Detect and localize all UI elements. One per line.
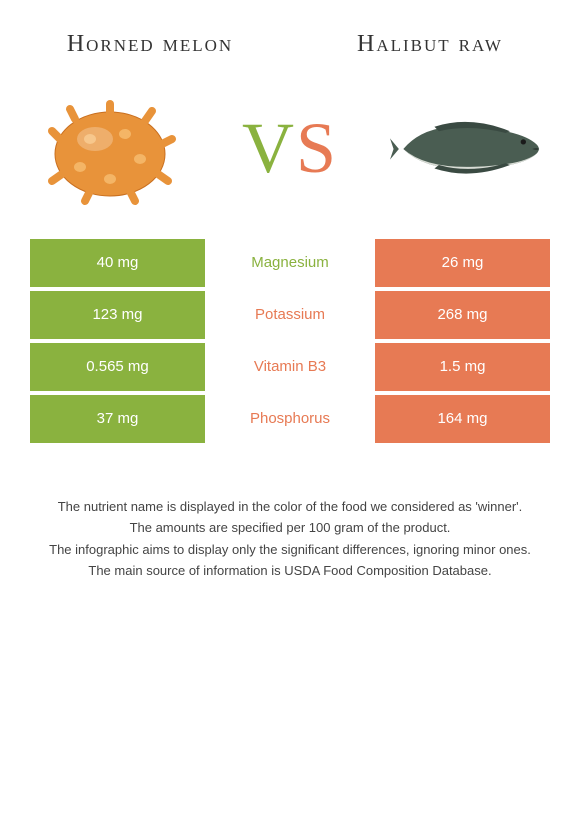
value-left: 37 mg bbox=[30, 395, 205, 443]
nutrient-label: Phosphorus bbox=[205, 395, 375, 443]
table-row: 123 mgPotassium268 mg bbox=[30, 291, 550, 339]
vs-s: S bbox=[296, 108, 338, 188]
title-left: Horned melon bbox=[60, 30, 240, 59]
footnotes: The nutrient name is displayed in the co… bbox=[0, 447, 580, 581]
value-right: 26 mg bbox=[375, 239, 550, 287]
header: Horned melon Halibut raw bbox=[0, 0, 580, 69]
vs-v: V bbox=[242, 108, 296, 188]
table-row: 0.565 mgVitamin B31.5 mg bbox=[30, 343, 550, 391]
nutrient-label: Potassium bbox=[205, 291, 375, 339]
value-left: 123 mg bbox=[30, 291, 205, 339]
footnote-line: The nutrient name is displayed in the co… bbox=[40, 497, 540, 517]
table-row: 37 mgPhosphorus164 mg bbox=[30, 395, 550, 443]
halibut-image bbox=[390, 89, 550, 209]
value-right: 1.5 mg bbox=[375, 343, 550, 391]
table-row: 40 mgMagnesium26 mg bbox=[30, 239, 550, 287]
images-row: VS bbox=[0, 69, 580, 239]
footnote-line: The main source of information is USDA F… bbox=[40, 561, 540, 581]
comparison-table: 40 mgMagnesium26 mg123 mgPotassium268 mg… bbox=[0, 239, 580, 443]
nutrient-label: Vitamin B3 bbox=[205, 343, 375, 391]
value-left: 0.565 mg bbox=[30, 343, 205, 391]
title-right: Halibut raw bbox=[340, 30, 520, 59]
value-left: 40 mg bbox=[30, 239, 205, 287]
nutrient-label: Magnesium bbox=[205, 239, 375, 287]
value-right: 268 mg bbox=[375, 291, 550, 339]
vs-label: VS bbox=[242, 107, 338, 190]
footnote-line: The amounts are specified per 100 gram o… bbox=[40, 518, 540, 538]
value-right: 164 mg bbox=[375, 395, 550, 443]
horned-melon-image bbox=[30, 89, 190, 209]
footnote-line: The infographic aims to display only the… bbox=[40, 540, 540, 560]
